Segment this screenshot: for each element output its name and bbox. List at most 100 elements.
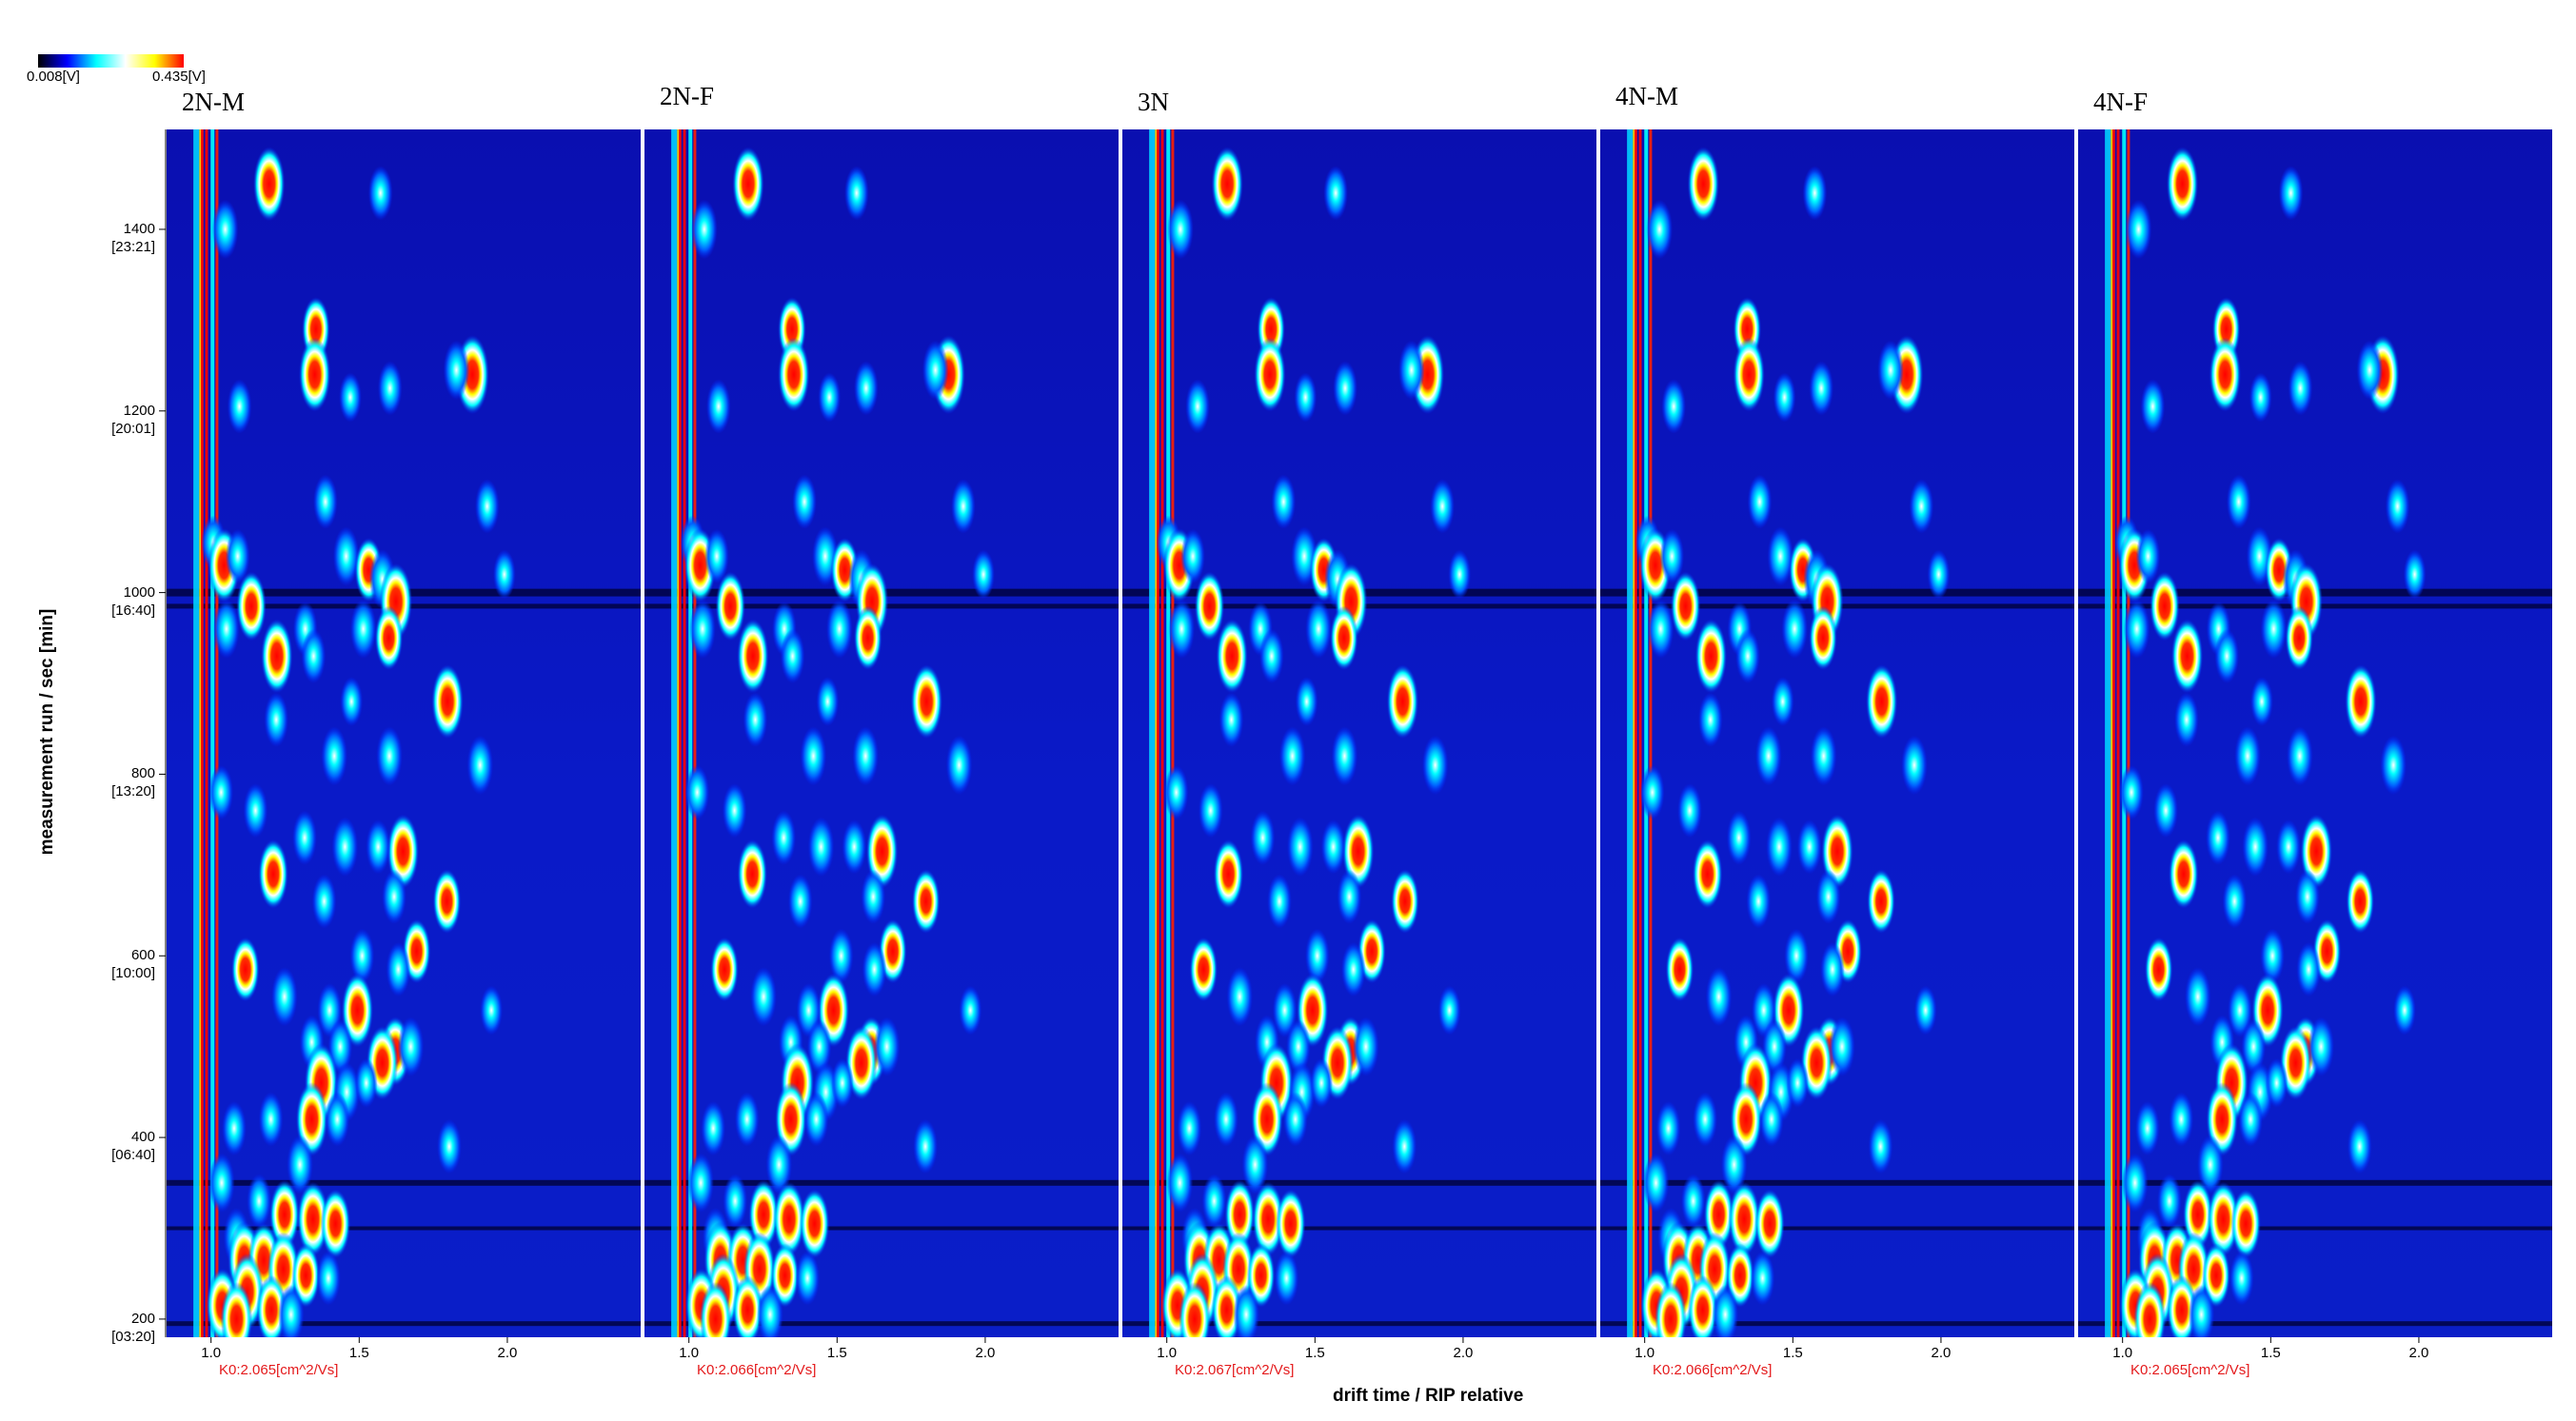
y-tick-label: 600 [10:00] bbox=[79, 946, 155, 982]
x-tick-label: 1.0 bbox=[679, 1345, 700, 1361]
k0-label: K0:2.066[cm^2/Vs] bbox=[1653, 1362, 1773, 1378]
heatmap-peak bbox=[340, 677, 364, 727]
heatmap-peak bbox=[1909, 479, 1934, 534]
heatmap-peak bbox=[298, 337, 331, 412]
heatmap-peak bbox=[1430, 479, 1455, 534]
heatmap-peak bbox=[1168, 599, 1196, 659]
y-tick-label: 800 [13:20] bbox=[79, 764, 155, 800]
heatmap-peak bbox=[222, 1100, 247, 1156]
heatmap-peak bbox=[258, 839, 288, 909]
rip-line bbox=[1166, 129, 1171, 1337]
heatmap-peak bbox=[831, 1057, 854, 1108]
k0-label: K0:2.065[cm^2/Vs] bbox=[2130, 1362, 2250, 1378]
heatmap-peak bbox=[787, 874, 813, 929]
heatmap-peak bbox=[701, 1100, 726, 1156]
heatmap-peak bbox=[816, 677, 840, 727]
heatmap-peak bbox=[1421, 735, 1449, 796]
heatmap-peak bbox=[828, 928, 854, 983]
heatmap-peak bbox=[253, 147, 286, 222]
rip-line bbox=[1156, 129, 1159, 1337]
heatmap-peak bbox=[2226, 474, 2251, 529]
heatmap-peak bbox=[2288, 361, 2313, 416]
heatmap-peak bbox=[208, 764, 234, 820]
heatmap-peak bbox=[374, 605, 404, 671]
heatmap-peak bbox=[2183, 1179, 2213, 1250]
dark-band bbox=[2078, 1179, 2552, 1186]
heatmap-peak bbox=[2153, 783, 2178, 839]
heatmap-peak bbox=[1639, 764, 1665, 820]
heatmap-peak bbox=[2260, 928, 2285, 983]
rip-line bbox=[210, 129, 215, 1337]
heatmap-peak bbox=[913, 1119, 938, 1174]
y-tick-time: [20:01] bbox=[111, 420, 155, 437]
heatmap-peak bbox=[1694, 619, 1728, 694]
heatmap-peak bbox=[220, 1281, 253, 1337]
heatmap-peak bbox=[367, 166, 393, 221]
x-tick-label: 1.0 bbox=[1157, 1345, 1178, 1361]
heatmap-peak bbox=[2206, 810, 2230, 865]
heatmap-peak bbox=[1189, 937, 1219, 1002]
heatmap-peak bbox=[277, 1284, 305, 1337]
heatmap-peak bbox=[734, 1092, 760, 1147]
heatmap-peak bbox=[2135, 528, 2161, 584]
heatmap-peak bbox=[1259, 628, 1284, 683]
rip-line bbox=[200, 129, 204, 1337]
heatmap-peak bbox=[349, 928, 375, 983]
heatmap-peak bbox=[2150, 571, 2180, 641]
heatmap-peak bbox=[2380, 735, 2407, 796]
y-tick-value: 1200 bbox=[123, 402, 155, 419]
heatmap-peak bbox=[1735, 628, 1760, 683]
heatmap-peak bbox=[2229, 1251, 2254, 1306]
heatmap-peak bbox=[366, 819, 391, 875]
rip-line bbox=[1171, 129, 1175, 1337]
x-tick-label: 1.5 bbox=[2260, 1345, 2281, 1361]
heatmap-peak bbox=[748, 1179, 779, 1250]
color-scale-max-label: 0.435[V] bbox=[152, 69, 206, 85]
heatmap-peak bbox=[1331, 726, 1358, 786]
heatmap-peak bbox=[1815, 869, 1841, 924]
heatmap-peak bbox=[1877, 340, 1904, 401]
dark-band bbox=[167, 1179, 641, 1186]
heatmap-peak bbox=[2209, 337, 2242, 412]
heatmap-peak bbox=[2214, 628, 2240, 683]
heatmap-peak bbox=[1213, 839, 1244, 909]
heatmap-peak bbox=[1330, 605, 1358, 671]
y-tick-time: [06:40] bbox=[111, 1147, 155, 1164]
rip-line bbox=[671, 129, 678, 1337]
heatmap-peak bbox=[1867, 869, 1895, 934]
heatmap-peak bbox=[1697, 692, 1723, 747]
panel-title: 2N-M bbox=[182, 88, 245, 116]
heatmap-peak bbox=[704, 528, 729, 584]
heatmap-peak bbox=[376, 726, 403, 786]
heatmap-peak bbox=[1766, 817, 1793, 877]
heatmap-panel-3 bbox=[1122, 129, 1596, 1337]
heatmap-peak bbox=[2346, 869, 2375, 934]
heatmap-peak bbox=[2234, 726, 2261, 786]
heatmap-peak bbox=[261, 619, 293, 694]
heatmap-peak bbox=[1688, 1274, 1718, 1337]
heatmap-peak bbox=[1913, 985, 1937, 1036]
heatmap-peak bbox=[2119, 764, 2144, 820]
panel-background bbox=[167, 129, 641, 1337]
rip-line bbox=[1649, 129, 1653, 1337]
heatmap-peak bbox=[1278, 726, 1306, 786]
heatmap-peak bbox=[1185, 379, 1210, 434]
heatmap-peak bbox=[2356, 340, 2384, 401]
heatmap-peak bbox=[910, 664, 942, 740]
y-tick-value: 1000 bbox=[123, 583, 155, 601]
heatmap-peak bbox=[737, 839, 767, 909]
heatmap-peak bbox=[1786, 1057, 1810, 1108]
heatmap-peak bbox=[689, 599, 716, 659]
heatmap-peak bbox=[382, 869, 406, 924]
rip-line bbox=[1638, 129, 1642, 1337]
heatmap-peak bbox=[1226, 966, 1254, 1027]
heatmap-peak bbox=[1166, 1153, 1194, 1213]
heatmap-peak bbox=[1901, 735, 1928, 796]
heatmap-peak bbox=[236, 571, 267, 641]
heatmap-peak bbox=[1194, 571, 1225, 641]
heatmap-peak bbox=[1448, 549, 1472, 600]
heatmap-peak bbox=[2393, 985, 2416, 1036]
heatmap-peak bbox=[945, 735, 973, 796]
heatmap-peak bbox=[2276, 819, 2301, 875]
